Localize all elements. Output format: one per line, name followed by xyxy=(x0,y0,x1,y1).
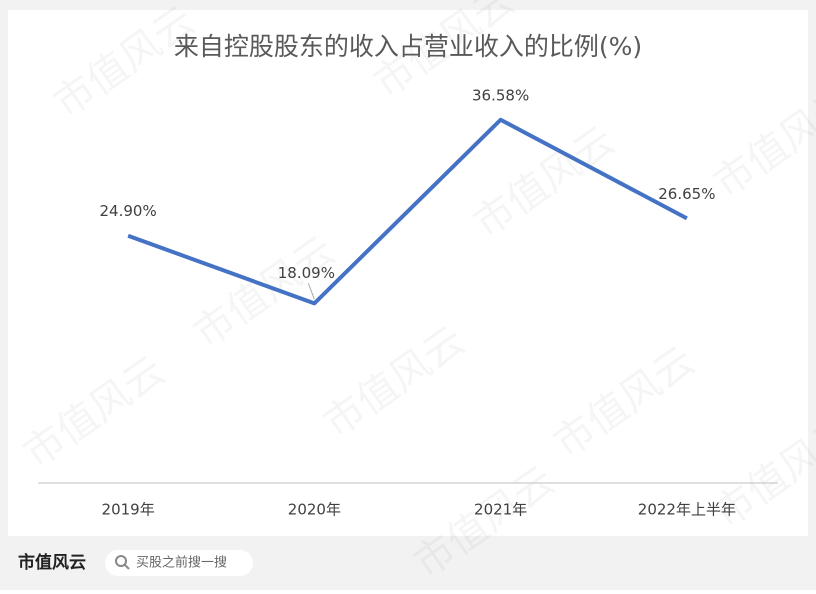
x-tick-label: 2020年 xyxy=(288,501,341,519)
plot: 2019年 2020年 2021年 2022年上半年 24.90% 18.09% 36.58… xyxy=(100,86,736,518)
search-box[interactable] xyxy=(105,550,253,576)
x-tick-label: 2021年 xyxy=(474,501,527,519)
brand-logo: 市值风云 xyxy=(18,552,86,573)
chart-area xyxy=(8,10,808,536)
search-icon xyxy=(124,564,130,570)
data-label: 18.09% xyxy=(278,264,335,282)
line xyxy=(127,117,688,306)
data-label: 26.65% xyxy=(658,185,715,203)
search-icon xyxy=(115,555,127,567)
leader-line xyxy=(307,283,315,300)
search-placeholder: 买股之前搜一搜 xyxy=(136,555,227,571)
data-label: 36.58% xyxy=(472,86,529,104)
x-tick-label: 2022年上半年 xyxy=(638,501,736,519)
data-label: 24.90% xyxy=(100,202,157,220)
chart-title: 来自控股股东的收入占营业收入的比例(%) xyxy=(174,32,642,61)
x-tick-label: 2019年 xyxy=(102,501,155,519)
